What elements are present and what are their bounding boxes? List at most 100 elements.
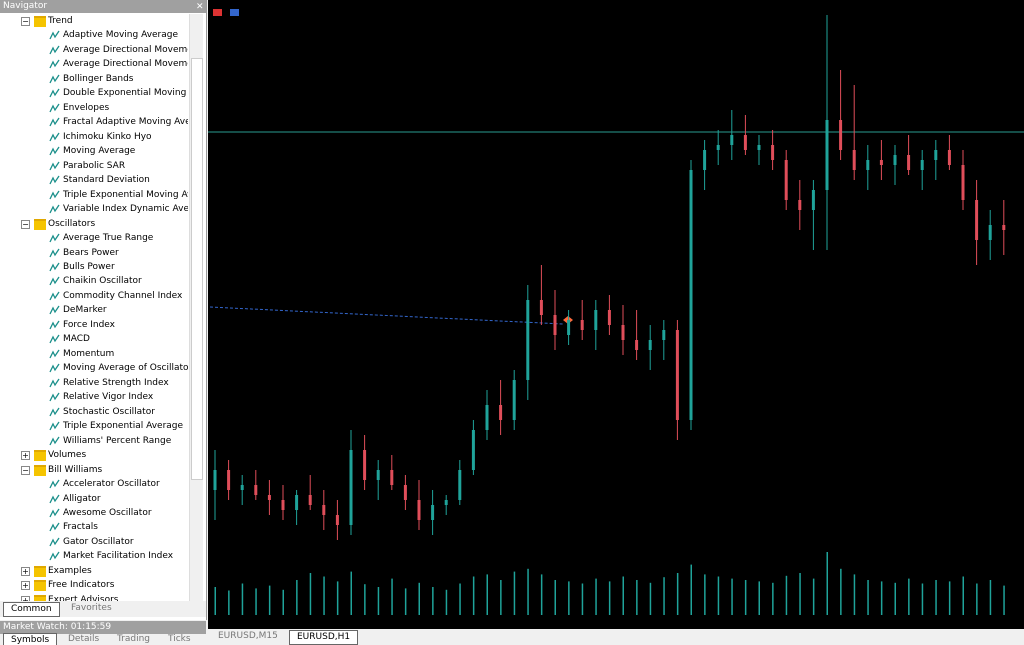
volume-bar [391, 578, 393, 615]
candle-body [879, 160, 883, 165]
volume-bar [527, 568, 529, 615]
toolbar-icon[interactable] [230, 9, 239, 16]
indicator-label[interactable]: Adaptive Moving Average [63, 30, 179, 41]
expand-box[interactable]: + [21, 566, 30, 576]
indicator-label[interactable]: Bollinger Bands [63, 73, 134, 84]
market-watch-tabs: Symbols Details Trading Ticks [0, 632, 206, 645]
indicator-label[interactable]: Moving Average [63, 146, 136, 157]
candle-body [798, 200, 802, 210]
folder-label[interactable]: Examples [48, 565, 92, 576]
indicator-icon [49, 175, 60, 185]
tab[interactable]: EURUSD,M15 [218, 631, 278, 641]
tab[interactable]: Favorites [71, 603, 112, 613]
volume-bar [921, 583, 924, 615]
indicator-label[interactable]: Average Directional Movement Index [63, 44, 188, 55]
candle-body [376, 470, 380, 480]
indicator-label[interactable]: MACD [63, 334, 90, 345]
candle-body [635, 340, 639, 350]
indicator-label[interactable]: Market Facilitation Index [63, 551, 174, 562]
chart [208, 0, 1024, 629]
volume-bar [309, 573, 312, 615]
close-button[interactable]: ✕ [196, 2, 204, 12]
indicator-label[interactable]: Triple Exponential Average [63, 421, 184, 432]
tab[interactable]: Trading [117, 634, 151, 644]
volume-bar [459, 583, 461, 615]
indicator-icon [49, 132, 60, 142]
volume-bar [676, 573, 679, 615]
indicator-icon [49, 378, 60, 388]
candle-body [349, 450, 353, 525]
indicator-label[interactable]: DeMarker [63, 305, 107, 316]
candle-body [213, 470, 217, 490]
indicator-label[interactable]: Fractal Adaptive Moving Average [63, 117, 188, 128]
candle-body [675, 330, 679, 420]
folder-label[interactable]: Free Indicators [48, 580, 115, 591]
candle-body [458, 470, 462, 500]
indicator-label[interactable]: Ichimoku Kinko Hyo [63, 131, 152, 142]
expand-box[interactable]: − [21, 17, 30, 26]
volume-bar [649, 582, 652, 615]
expand-box[interactable]: + [21, 581, 30, 591]
indicator-label[interactable]: Double Exponential Moving Average [63, 88, 188, 99]
indicator-icon [49, 537, 60, 547]
candle-body [485, 405, 489, 430]
volume-bar [336, 581, 339, 615]
indicator-label[interactable]: Bulls Power [63, 261, 115, 272]
folder-icon [34, 594, 46, 601]
expand-box[interactable]: − [21, 465, 30, 475]
indicator-label[interactable]: Williams' Percent Range [63, 435, 172, 446]
indicator-label[interactable]: Alligator [63, 493, 101, 504]
indicator-icon [49, 494, 60, 503]
expand-box[interactable]: + [21, 451, 30, 461]
indicator-label[interactable]: Force Index [63, 319, 115, 330]
volume-bar [717, 576, 720, 615]
indicator-label[interactable]: Standard Deviation [63, 175, 150, 186]
volume-bar [704, 574, 706, 615]
indicator-label[interactable]: Fractals [63, 522, 98, 533]
indicator-label[interactable]: Bears Power [63, 247, 119, 258]
candle-body [240, 485, 244, 490]
tab[interactable]: Symbols [3, 633, 58, 645]
indicator-label[interactable]: Envelopes [63, 102, 110, 113]
tab[interactable]: Ticks [168, 634, 191, 644]
indicator-label[interactable]: Commodity Channel Index [63, 290, 183, 301]
folder-label[interactable]: Bill Williams [48, 464, 103, 475]
scrollbar[interactable] [189, 14, 203, 601]
indicator-label[interactable]: Average Directional Movement Index Wilde… [63, 59, 188, 70]
indicator-label[interactable]: Variable Index Dynamic Average [63, 204, 188, 215]
folder-icon [34, 565, 46, 577]
indicator-label[interactable]: Awesome Oscillator [63, 507, 152, 518]
indicator-label[interactable]: Parabolic SAR [63, 160, 126, 171]
indicator-label[interactable]: Relative Vigor Index [63, 392, 154, 403]
tab[interactable]: EURUSD,H1 [289, 630, 359, 645]
candle-body [975, 200, 979, 240]
folder-label[interactable]: Trend [48, 16, 73, 26]
indicator-label[interactable]: Gator Oscillator [63, 536, 134, 547]
indicator-icon [49, 407, 60, 416]
indicator-label[interactable]: Stochastic Oscillator [63, 406, 155, 417]
toolbar-icon[interactable] [213, 9, 222, 16]
indicator-icon [49, 320, 60, 330]
indicator-label[interactable]: Moving Average of Oscillator [63, 363, 188, 374]
indicator-icon [49, 508, 60, 518]
tab[interactable]: Common [3, 602, 60, 617]
folder-label[interactable]: Expert Advisors [48, 594, 119, 601]
indicator-label[interactable]: Relative Strength Index [63, 377, 169, 388]
candle-body [471, 430, 475, 470]
expand-box[interactable]: + [21, 595, 30, 601]
indicator-label[interactable]: Momentum [63, 348, 115, 359]
indicator-label[interactable]: Accelerator Oscillator [63, 479, 160, 490]
expand-box[interactable]: − [21, 219, 30, 229]
folder-label[interactable]: Volumes [48, 450, 87, 461]
candle-body [839, 120, 843, 150]
indicator-label[interactable]: Triple Exponential Moving Average [63, 189, 188, 200]
volume-bar [1003, 585, 1005, 615]
candle-body [648, 340, 652, 350]
indicator-label[interactable]: Average True Range [63, 233, 154, 244]
folder-label[interactable]: Oscillators [48, 218, 96, 229]
scroll-thumb[interactable] [191, 58, 203, 480]
indicator-label[interactable]: Chaikin Oscillator [63, 276, 142, 287]
tab[interactable]: Details [68, 634, 100, 644]
navigator-title: Navigator [0, 0, 206, 13]
volume-bar [404, 588, 407, 615]
